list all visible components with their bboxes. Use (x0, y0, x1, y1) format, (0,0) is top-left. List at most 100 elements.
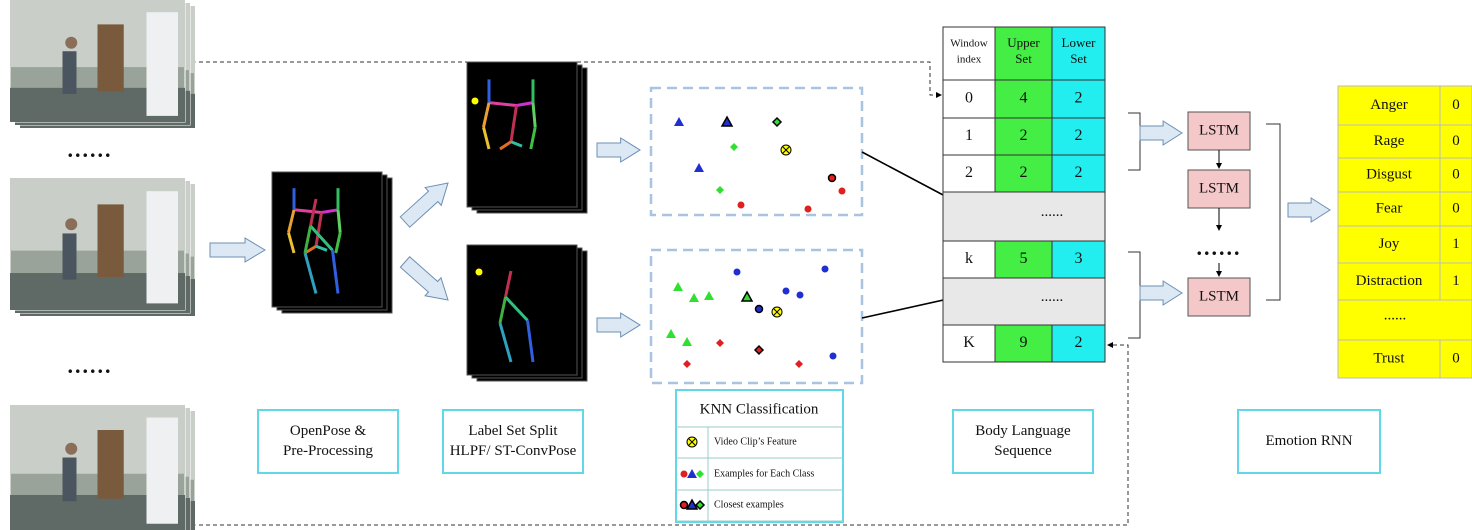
frame-person-body (63, 458, 77, 502)
class-marker (829, 175, 836, 182)
frame-coat (147, 418, 179, 524)
table-ellipsis: ...... (1041, 289, 1064, 305)
table-ellipsis: ...... (1041, 204, 1064, 220)
class-marker (734, 269, 741, 276)
table-header: Set (1070, 51, 1087, 66)
emotion-value: 0 (1452, 133, 1460, 149)
emotion-name: Disgust (1366, 166, 1413, 182)
class-marker (830, 353, 837, 360)
frame-person (65, 443, 77, 455)
emotion-value: 0 (1452, 200, 1460, 216)
stage-box (443, 410, 583, 473)
stage-label: Emotion RNN (1265, 433, 1352, 449)
lstm-label: LSTM (1199, 180, 1239, 196)
frame-person-body (63, 233, 77, 279)
knn-box (651, 250, 862, 383)
block-arrow (397, 253, 456, 309)
frame-cabinet (98, 204, 124, 277)
bracket (1266, 124, 1280, 300)
table-header: index (957, 54, 982, 66)
table-value: K (963, 334, 975, 351)
legend-item: Closest examples (714, 499, 784, 510)
frame-person (65, 218, 77, 230)
table-value: 2 (1020, 164, 1028, 181)
legend-item: Video Clip’s Feature (714, 436, 797, 447)
frame-coat (147, 191, 179, 303)
legend-title: KNN Classification (700, 401, 819, 417)
emotion-ellipsis: ...... (1384, 307, 1407, 323)
class-marker (704, 291, 714, 300)
class-marker (716, 339, 724, 347)
table-value: 0 (965, 90, 973, 107)
class-marker (795, 360, 803, 368)
class-marker (681, 502, 688, 509)
table-value: 4 (1020, 90, 1028, 107)
lstm-ellipsis: ...... (1197, 235, 1242, 260)
class-marker (694, 163, 704, 172)
class-marker (738, 202, 745, 209)
skeleton-frame (467, 62, 577, 207)
table-value: 9 (1020, 334, 1028, 351)
legend-item: Examples for Each Class (714, 468, 814, 479)
frame-cabinet (98, 24, 124, 91)
table-value: 2 (1075, 127, 1083, 144)
block-arrow (597, 138, 640, 162)
class-marker (730, 143, 738, 151)
emotion-name: Fear (1376, 200, 1403, 216)
frame-coat (147, 12, 179, 116)
class-marker (722, 117, 732, 126)
stage-box (258, 410, 398, 473)
bracket (1128, 252, 1140, 338)
class-marker (783, 288, 790, 295)
table-header: Set (1015, 51, 1032, 66)
stage-box (953, 410, 1093, 473)
block-arrow (1140, 281, 1182, 305)
table-value: k (965, 250, 973, 267)
block-arrow (597, 313, 640, 337)
table-header: Lower (1062, 35, 1097, 50)
stage-label: Body Language (975, 423, 1071, 439)
class-marker (773, 118, 781, 126)
lstm-label: LSTM (1199, 288, 1239, 304)
stage-label: OpenPose & (290, 423, 367, 439)
block-arrow (1288, 198, 1330, 222)
table-gap-row (943, 278, 1105, 325)
stage-label: HLPF/ ST-ConvPose (450, 443, 577, 459)
class-marker (689, 293, 699, 302)
table-gap-row (943, 192, 1105, 241)
stage-label: Sequence (994, 443, 1052, 459)
bracket (1128, 113, 1140, 170)
class-marker (674, 117, 684, 126)
class-marker (716, 186, 724, 194)
table-value: 2 (965, 164, 973, 181)
skeleton-frame (272, 172, 382, 307)
feature-marker (471, 97, 479, 105)
diagram: ............ OpenPose & Pre-Processing Labe… (0, 0, 1472, 530)
skeleton-frame (467, 245, 577, 375)
class-marker (755, 346, 763, 354)
class-marker (681, 471, 688, 478)
table-value: 2 (1075, 334, 1083, 351)
emotion-value: 1 (1452, 236, 1460, 252)
knn-box (651, 88, 862, 215)
class-marker (797, 292, 804, 299)
table-value: 2 (1075, 164, 1083, 181)
label: ...... (68, 353, 113, 378)
frame-person-body (63, 51, 77, 94)
class-marker (673, 282, 683, 291)
stage-label: Pre-Processing (283, 443, 373, 459)
emotion-value: 0 (1452, 97, 1460, 113)
frame-person (65, 37, 77, 49)
emotion-value: 1 (1452, 273, 1460, 289)
table-value: 1 (965, 127, 973, 144)
class-marker (682, 337, 692, 346)
stage-label: Label Set Split (468, 423, 558, 439)
table-value: 2 (1020, 127, 1028, 144)
table-value: 3 (1075, 250, 1083, 267)
label: ...... (68, 137, 113, 162)
class-marker (666, 329, 676, 338)
class-marker (822, 266, 829, 273)
block-arrow (210, 238, 265, 262)
class-marker (839, 188, 846, 195)
emotion-name: Anger (1370, 97, 1408, 113)
